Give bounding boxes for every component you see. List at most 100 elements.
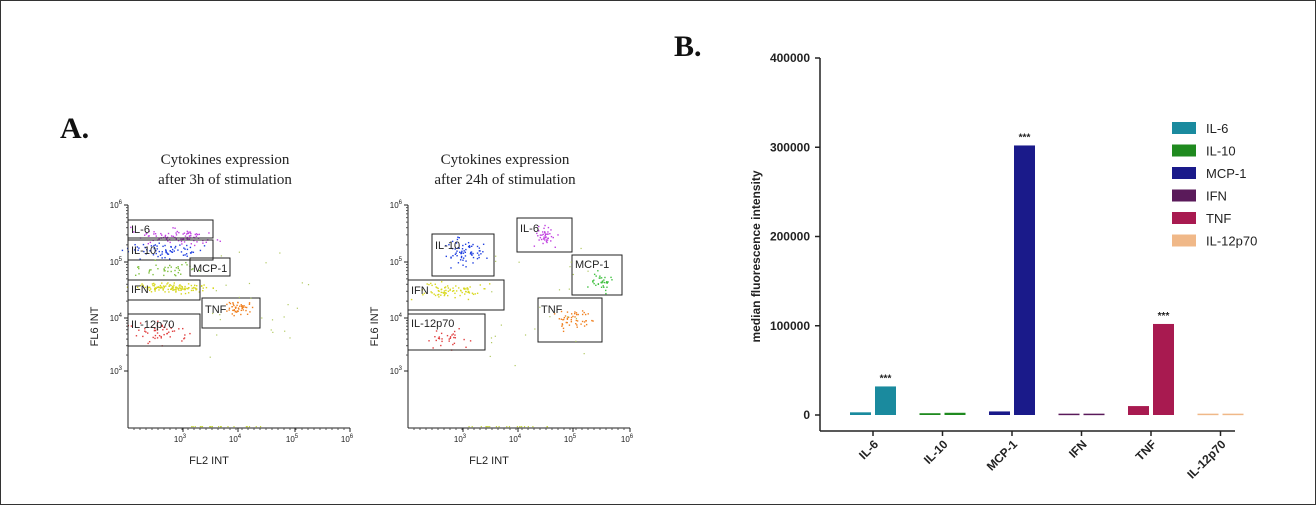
event-dot [581,313,584,316]
event-dot [187,283,190,285]
event-dot [410,298,413,301]
event-dot [527,426,529,428]
event-dot [180,287,182,290]
event-dot [599,277,601,279]
event-dot [431,284,433,287]
bar-x-tick-label: IL-10 [921,437,951,467]
event-dot [421,289,424,291]
gate-label: IL-12p70 [131,319,174,331]
event-dot [198,269,201,272]
event-dot [240,313,242,316]
event-dot [192,426,194,428]
event-dot [545,240,548,243]
event-dot [444,293,446,296]
legend-swatch [1172,167,1196,179]
event-dot [540,238,543,241]
event-dot [143,250,145,253]
bar [989,411,1010,415]
event-dot [498,426,500,428]
event-dot [162,285,165,287]
flow-y-tick-exp: 5 [119,257,123,263]
event-dot [544,233,547,236]
event-dot [174,274,176,276]
gate-label: MCP-1 [575,259,609,271]
event-dot [576,324,578,326]
event-dot [191,426,193,428]
event-dot [575,317,578,320]
event-dot [147,242,150,245]
event-dot [547,226,550,229]
event-dot [460,252,462,255]
gate-box [571,254,623,296]
event-dot [158,238,160,240]
event-dot [532,426,534,428]
event-dot [440,291,443,294]
event-dot [462,264,464,266]
event-dot [249,311,251,313]
event-dot [545,236,547,238]
event-dot [261,317,263,319]
flow-y-tick-base: 10 [390,314,399,323]
flow-y-tick-base: 10 [390,201,399,210]
event-dot [469,340,472,342]
event-dot [577,313,579,316]
flow-x-tick-label: 103 [174,434,187,444]
event-dot [155,249,157,252]
event-dot [163,274,165,277]
event-dot [565,321,568,324]
event-dot [545,239,548,241]
event-dot [195,285,198,287]
event-dot [157,255,159,258]
flow-x-tick-base: 10 [341,435,350,444]
event-dot [448,338,450,340]
event-dot [164,270,166,272]
event-dot [440,332,443,335]
event-dot [180,285,182,287]
event-dot [568,288,570,290]
event-dot [506,426,508,428]
event-dot [201,426,204,428]
event-dot [524,334,527,336]
event-dot [600,277,603,279]
event-dot [168,291,170,293]
event-dot [153,282,155,285]
gate-box [127,219,214,239]
event-dot [174,227,176,229]
event-dot [459,289,462,292]
event-dot [451,334,453,336]
event-dot [570,320,573,323]
event-dot [148,289,151,292]
event-dot [150,326,153,328]
event-dot [156,337,159,339]
event-dot [568,324,571,326]
event-dot [440,294,442,296]
event-dot [566,321,568,324]
legend-label: MCP-1 [1206,166,1246,181]
flow-y-tick-label: 106 [390,200,403,210]
event-dot [491,291,493,293]
event-dot [574,316,576,318]
bar-x-tick-label: TNF [1133,437,1159,463]
event-dot [186,230,189,233]
event-dot [198,291,201,293]
event-dot [172,285,174,288]
event-dot [179,284,181,286]
event-dot [227,426,229,428]
event-dot [482,243,485,246]
event-dot [231,313,233,315]
event-dot [171,287,174,289]
event-dot [552,236,554,239]
event-dot [154,244,157,246]
flow-y-tick-exp: 3 [119,366,123,372]
event-dot [460,252,463,254]
event-dot [592,320,594,322]
event-dot [550,235,553,238]
event-dot [443,290,446,292]
event-dot [549,316,551,318]
legend-label: IL-6 [1206,121,1228,136]
event-dot [433,293,435,295]
event-dot [483,288,485,290]
event-dot [172,289,174,291]
event-dot [153,231,155,233]
event-dot [490,337,493,339]
